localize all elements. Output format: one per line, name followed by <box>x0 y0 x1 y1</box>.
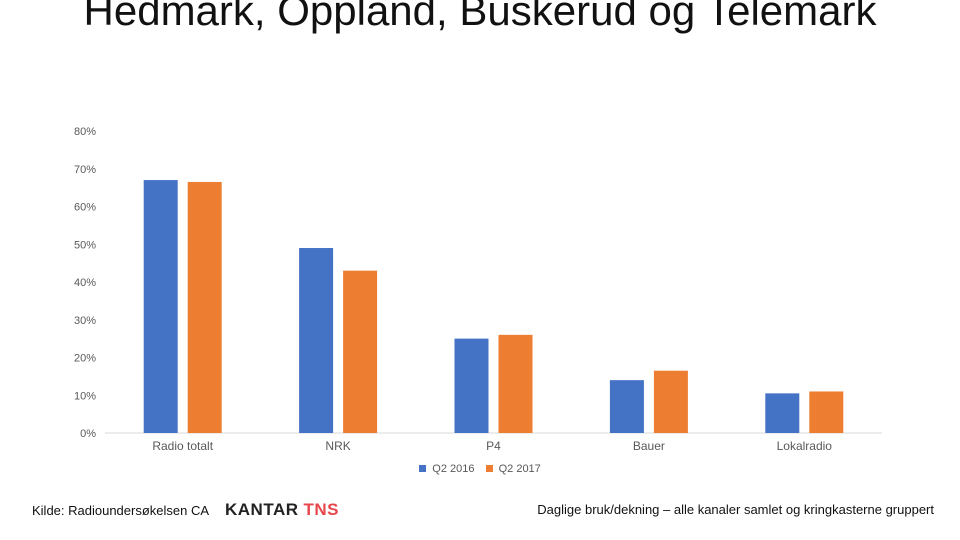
y-tick-label: 70% <box>74 164 96 176</box>
y-tick-label: 0% <box>80 428 96 440</box>
legend-swatch-q2-2016 <box>419 464 427 472</box>
x-tick-label: Radio totalt <box>152 439 213 453</box>
x-tick-label: Lokalradio <box>777 439 833 453</box>
y-tick-label: 20% <box>74 353 96 365</box>
bar <box>653 370 688 433</box>
legend: Q2 2016 Q2 2017 <box>0 463 960 475</box>
bar <box>498 334 533 433</box>
bar <box>299 248 334 433</box>
bar <box>343 270 378 433</box>
y-tick-label: 40% <box>74 277 96 289</box>
bar <box>809 391 844 433</box>
logo-tns: TNS <box>303 500 340 519</box>
bar <box>765 393 800 433</box>
bar <box>454 338 489 433</box>
y-tick-label: 60% <box>74 202 96 214</box>
legend-label-q2-2017: Q2 2017 <box>498 463 541 475</box>
y-tick-label: 80% <box>74 126 96 138</box>
bar <box>187 181 222 433</box>
logo-kantar: KANTAR <box>225 500 299 519</box>
legend-item-q2-2016: Q2 2016 <box>419 463 474 475</box>
legend-swatch-q2-2017 <box>485 464 493 472</box>
x-tick-label: P4 <box>486 439 501 453</box>
y-tick-label: 10% <box>74 390 96 402</box>
y-tick-label: 30% <box>74 315 96 327</box>
legend-label-q2-2016: Q2 2016 <box>432 463 475 475</box>
kantar-tns-logo: KANTAR TNS <box>225 500 339 520</box>
x-tick-label: Bauer <box>633 439 665 453</box>
x-tick-label: NRK <box>325 439 350 453</box>
bar <box>609 380 644 433</box>
footnote: Daglige bruk/dekning – alle kanaler saml… <box>537 502 934 517</box>
source-text: Kilde: Radioundersøkelsen CA <box>32 503 210 518</box>
chart-title: Hedmark, Oppland, Buskerud og Telemark <box>83 0 877 34</box>
bar <box>143 180 178 433</box>
legend-item-q2-2017: Q2 2017 <box>485 463 541 475</box>
y-tick-label: 50% <box>74 239 96 251</box>
